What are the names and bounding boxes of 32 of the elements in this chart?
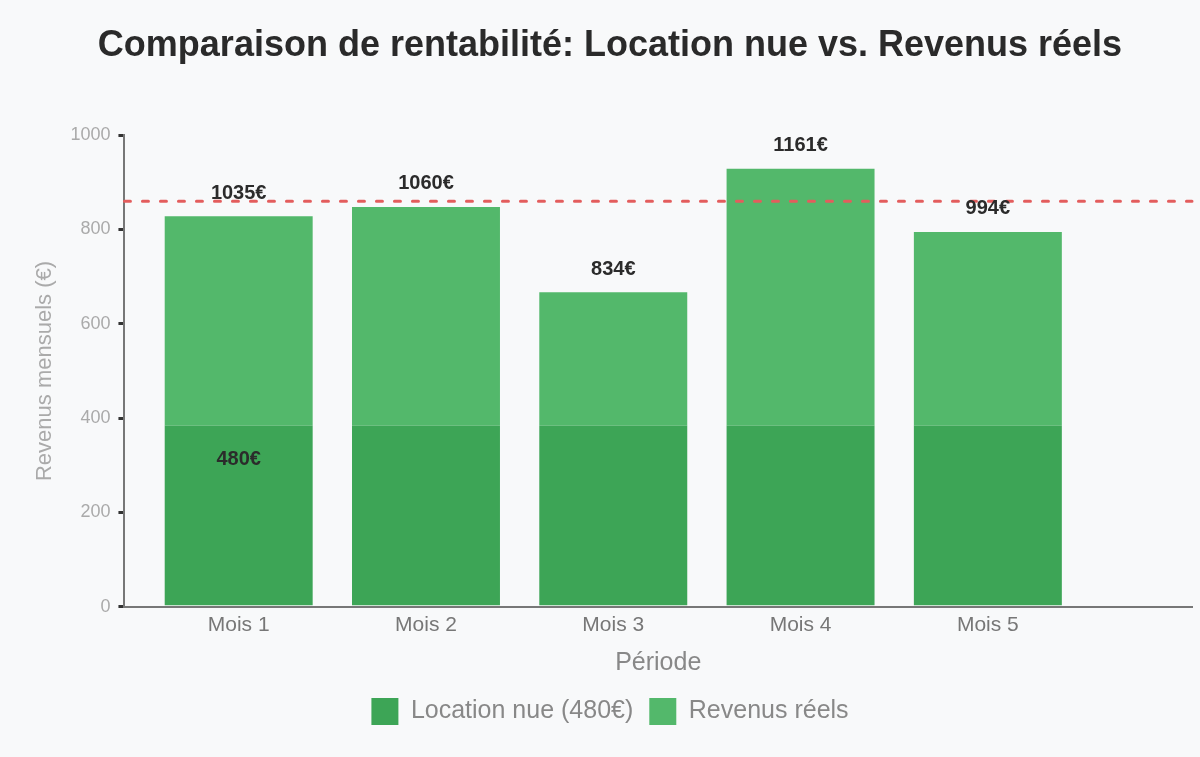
bar xyxy=(539,292,688,426)
y-tick-label: 600 xyxy=(80,312,111,333)
x-tick-label: Mois 1 xyxy=(207,612,270,636)
annotation: 1161€ xyxy=(773,133,828,156)
annotation: 994€ xyxy=(965,196,1011,219)
x-tick-label: Mois 3 xyxy=(582,612,645,636)
bar xyxy=(164,216,313,426)
bar xyxy=(913,425,1062,606)
x-tick-label: Mois 2 xyxy=(395,612,457,636)
legend-label: Revenus réels xyxy=(688,695,849,724)
y-tick-label: 0 xyxy=(100,595,111,616)
annotation: 834€ xyxy=(591,256,636,279)
y-tick-label: 800 xyxy=(80,218,111,239)
legend-label: Location nue (480€) xyxy=(410,695,634,724)
y-tick-label: 1000 xyxy=(70,124,111,145)
x-tick-label: Mois 4 xyxy=(769,612,832,636)
annotation: 1035€ xyxy=(210,180,267,203)
x-axis-title: Période xyxy=(615,646,702,675)
bar xyxy=(539,425,688,606)
bar xyxy=(352,425,500,606)
chart-title: Comparaison de rentabilité: Location nue vs. Revenus réels xyxy=(97,22,1123,64)
y-tick-label: 400 xyxy=(80,407,111,428)
bar xyxy=(726,168,875,426)
bar xyxy=(913,231,1062,426)
y-tick-label: 200 xyxy=(80,501,111,522)
bar xyxy=(164,425,313,606)
bar xyxy=(726,425,875,606)
annotation: 1060€ xyxy=(398,171,454,194)
annotation: 480€ xyxy=(216,447,261,470)
x-tick-label: Mois 5 xyxy=(956,612,1019,636)
y-axis-title: Revenus mensuels (€) xyxy=(31,260,57,482)
bar xyxy=(352,206,500,426)
